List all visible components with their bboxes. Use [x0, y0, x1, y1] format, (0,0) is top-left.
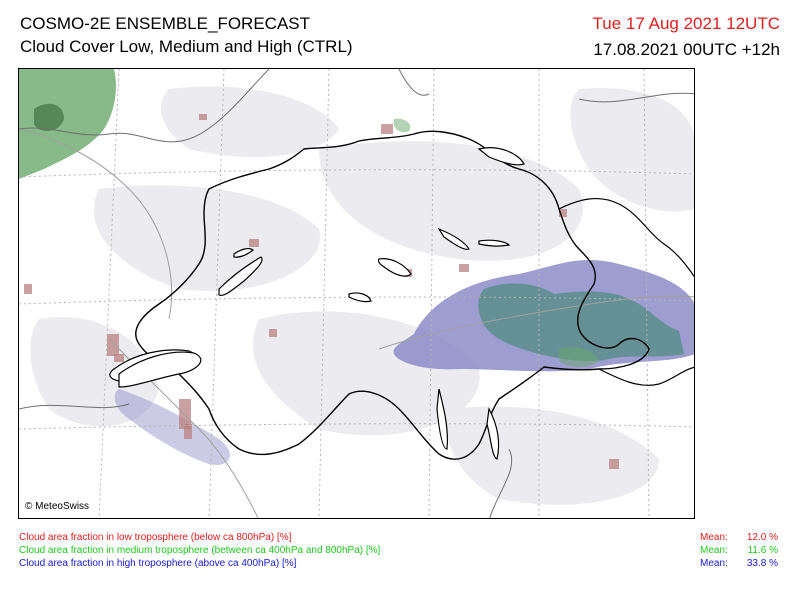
legend-low-cloud: Cloud area fraction in low troposphere (… [19, 532, 292, 543]
mean-label-low: Mean: [700, 532, 728, 543]
mean-value-low: 12.0 % [746, 532, 778, 543]
legend-high-cloud: Cloud area fraction in high troposphere … [19, 558, 297, 569]
lake-thun [348, 292, 372, 303]
legend-medium-cloud: Cloud area fraction in medium tropospher… [19, 545, 381, 556]
austria-border [558, 198, 694, 278]
lake-como [486, 407, 500, 460]
mean-value-medium: 11.6 % [747, 545, 778, 556]
run-info: 17.08.2021 00UTC +12h [593, 40, 780, 59]
lake-biel [233, 248, 254, 258]
country-borders [19, 69, 694, 518]
light-cloud-layer [30, 86, 694, 505]
medium-cloud-layer [19, 69, 599, 367]
map-canvas [19, 69, 694, 518]
cloud-cover-map: © MeteoSwiss [18, 68, 695, 519]
mean-value-high: 33.8 % [746, 558, 778, 569]
mean-label-high: Mean: [700, 558, 728, 569]
lake-neuchatel [218, 256, 263, 296]
medium-cloud-dark [34, 103, 64, 131]
copyright-label: © MeteoSwiss [25, 501, 90, 512]
lake-constance [477, 147, 525, 166]
map-subtitle: Cloud Cover Low, Medium and High (CTRL) [20, 37, 353, 56]
valid-time: Tue 17 Aug 2021 12UTC [592, 14, 780, 33]
mean-label-medium: Mean: [700, 545, 728, 556]
lake-zurich [437, 227, 470, 250]
lake-lucerne [377, 258, 412, 277]
lake-leman-outline [118, 351, 202, 388]
overlap-cloud-layer [478, 283, 684, 362]
lake-maggiore [436, 388, 449, 450]
italy-border [598, 366, 694, 386]
map-title: COSMO-2E ENSEMBLE_FORECAST [20, 14, 311, 33]
lake-walensee [478, 239, 511, 247]
